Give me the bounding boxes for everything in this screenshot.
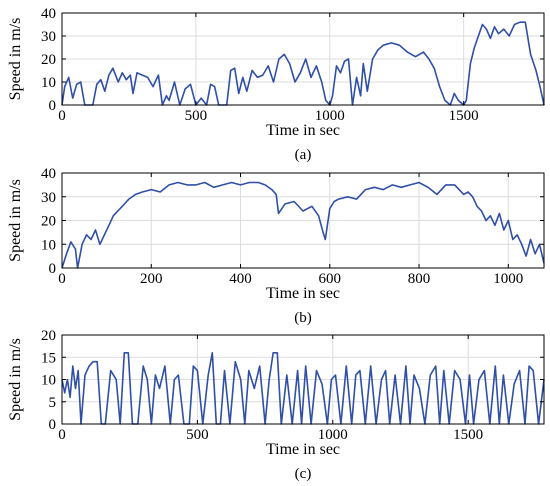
y-tick-label: 30 — [41, 29, 56, 45]
y-tick-label: 10 — [41, 373, 56, 389]
x-tick-label: 400 — [229, 271, 252, 287]
x-tick-label: 500 — [186, 427, 209, 443]
y-tick-label: 10 — [41, 237, 56, 253]
x-tick-label: 200 — [140, 271, 163, 287]
chart-panel-1: 0 500 1000 1500 0 10 20 30 40 Time in sec Speed in… — [7, 6, 545, 163]
series-line-1 — [61, 21, 545, 106]
series-line-1 — [61, 352, 545, 425]
y-tick-label: 40 — [41, 6, 56, 22]
y-tick-label: 15 — [41, 350, 56, 366]
panel-caption: (b) — [294, 310, 312, 326]
panel-caption: (a) — [295, 147, 312, 163]
y-tick-label: 5 — [49, 395, 57, 411]
y-axis-label: Speed in m/s — [7, 338, 24, 421]
x-tick-label: 600 — [319, 271, 342, 287]
x-tick-label: 1500 — [453, 427, 483, 443]
chart-panel-2: 0 200 400 600 800 1000 0 10 20 30 40 Time in sec Spe… — [7, 166, 545, 326]
y-tick-label: 0 — [49, 417, 57, 433]
y-tick-label: 20 — [41, 52, 56, 68]
y-tick-label: 40 — [41, 166, 56, 182]
x-tick-label: 1500 — [449, 108, 479, 124]
x-tick-label: 0 — [58, 427, 66, 443]
x-tick-label: 1000 — [493, 271, 523, 287]
x-tick-label: 800 — [408, 271, 431, 287]
y-tick-label: 20 — [41, 214, 56, 230]
x-axis-label: Time in sec — [266, 122, 340, 139]
y-axis-label: Speed in m/s — [7, 18, 24, 101]
y-tick-label: 30 — [41, 190, 56, 206]
y-tick-label: 0 — [49, 98, 57, 114]
x-axis-label: Time in sec — [266, 285, 340, 302]
y-tick-label: 20 — [41, 328, 56, 344]
y-axis-label: Speed in m/s — [7, 179, 24, 262]
x-tick-label: 500 — [185, 108, 208, 124]
y-tick-label: 10 — [41, 75, 56, 91]
x-tick-label: 0 — [58, 271, 66, 287]
x-tick-label: 0 — [58, 108, 66, 124]
series-line-1 — [61, 181, 545, 269]
panel-caption: (c) — [295, 466, 312, 482]
y-tick-label: 0 — [49, 261, 57, 277]
x-tick-label: 1000 — [315, 108, 345, 124]
x-axis-label: Time in sec — [266, 441, 340, 458]
x-tick-label: 1000 — [318, 427, 348, 443]
